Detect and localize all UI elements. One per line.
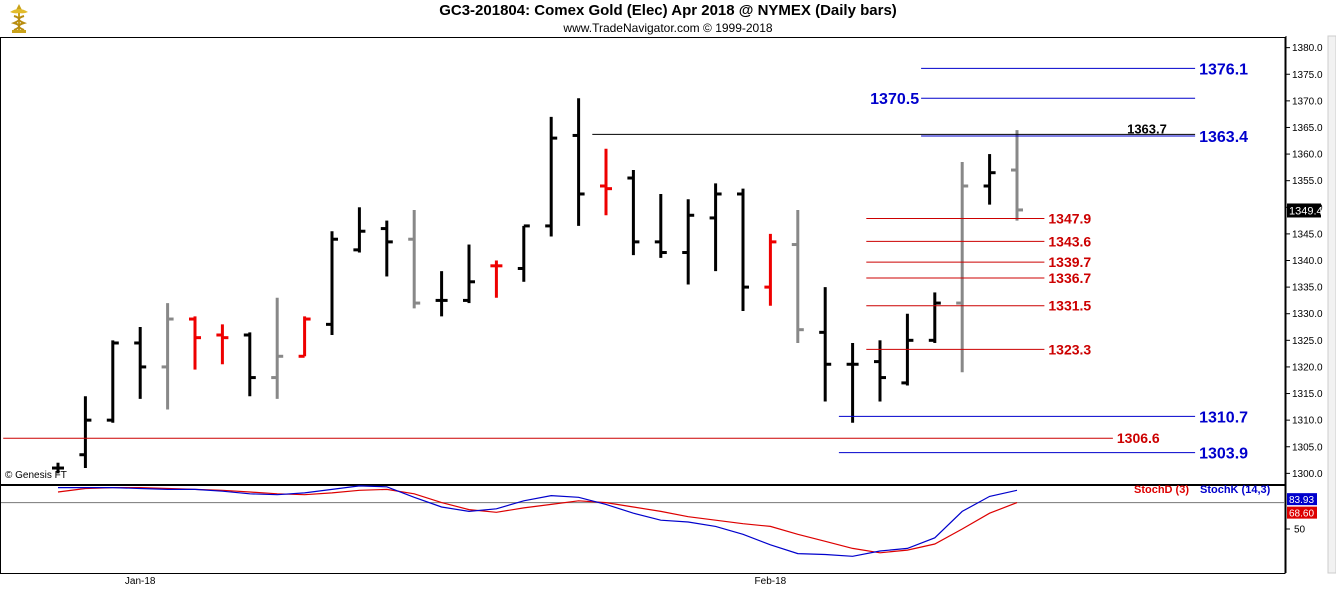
ohlc-bar <box>600 148 612 216</box>
price-axis: 1300.0 1305.0 1310.0 1315.0 1320.0 1325.0 1330… <box>5 43 1323 481</box>
time-axis-label: Jan-18 <box>125 576 156 587</box>
axis-tick-label: 1305.0 <box>1292 442 1323 453</box>
stochd-value-box <box>1287 506 1317 519</box>
axis-tick-label: 1380.0 <box>1292 43 1323 54</box>
ohlc-bar <box>106 340 119 423</box>
ohlc-bar <box>408 209 421 309</box>
ohlc-bar <box>1011 130 1023 221</box>
ohlc-bar <box>243 332 256 397</box>
stochk-value-label: 83.93 <box>1289 495 1314 506</box>
ohlc-bar <box>654 193 667 258</box>
axis-tick-label: 1365.0 <box>1292 123 1323 134</box>
price-panel-frame <box>0 37 1286 485</box>
ohlc-bar <box>79 396 92 469</box>
ohlc-bar <box>956 162 969 373</box>
time-axis: Jan-18 Feb-18 <box>125 576 787 587</box>
stochk-line <box>58 485 1018 557</box>
caduceus-logo-icon <box>10 4 28 33</box>
ohlc-bar <box>545 116 558 237</box>
stochd-value-label: 68.60 <box>1289 509 1314 520</box>
ohlc-bar <box>326 231 338 335</box>
axis-tick-label: 1300.0 <box>1292 469 1323 480</box>
axis-tick-label: 1310.0 <box>1292 416 1323 427</box>
axis-tick-label: 1375.0 <box>1292 70 1323 81</box>
price-level-label: 1303.9 <box>1199 446 1248 463</box>
axis-tick-label: 1330.0 <box>1292 309 1323 320</box>
chart-title: GC3-201804: Comex Gold (Elec) Apr 2018 @… <box>439 2 897 19</box>
ohlc-bar <box>627 170 640 256</box>
ohlc-bar <box>517 224 530 282</box>
axis-tick-label: 1315.0 <box>1292 389 1323 400</box>
price-level-label: 1376.1 <box>1199 61 1248 78</box>
axis-tick-label: 1340.0 <box>1292 256 1323 267</box>
stochastic-panel: StochD (3) StochK (14,3) 50 83.93 68.60 <box>1 484 1317 557</box>
axis-tick-label: 1335.0 <box>1292 283 1323 294</box>
ohlc-bar <box>737 188 749 312</box>
stochd-legend-label: StochD (3) <box>1134 484 1189 496</box>
chart-subtitle: www.TradeNavigator.com © 1999-2018 <box>563 21 773 35</box>
chart-header: GC3-201804: Comex Gold (Elec) Apr 2018 @… <box>0 0 1336 36</box>
scrollbar <box>1327 35 1336 574</box>
ohlc-bar <box>928 292 941 343</box>
price-level-label: 1363.7 <box>1127 121 1167 136</box>
price-level-label: 1323.3 <box>1048 341 1091 357</box>
ohlc-bar <box>846 342 859 423</box>
chart-frames <box>0 35 1336 574</box>
price-level-label: 1347.9 <box>1048 210 1091 226</box>
copyright-label: © Genesis FT <box>5 470 67 481</box>
ohlc-bar <box>189 316 201 370</box>
stochk-value-box <box>1287 493 1317 506</box>
ohlc-bar <box>463 244 475 304</box>
ohlc-bar <box>764 233 777 306</box>
axis-tick-label: 1370.0 <box>1292 96 1323 107</box>
price-level-label: 1331.5 <box>1048 298 1091 314</box>
ohlc-bar <box>791 209 804 343</box>
stoch-axis-tick-label: 50 <box>1294 525 1306 536</box>
price-level-label: 1363.4 <box>1199 129 1248 146</box>
ohlc-bar <box>161 303 174 410</box>
ohlc-bar <box>983 154 996 205</box>
price-level-label: 1306.6 <box>1117 430 1160 446</box>
ohlc-bar <box>298 316 311 358</box>
price-level-label: 1310.7 <box>1199 409 1248 426</box>
axis-background <box>1286 36 1335 573</box>
ohlc-bar <box>874 340 886 402</box>
axis-tick-label: 1320.0 <box>1292 362 1323 373</box>
ohlc-bar <box>490 260 503 298</box>
axis-tick-label: 1325.0 <box>1292 336 1323 347</box>
price-level-label: 1336.7 <box>1048 270 1091 286</box>
ohlc-bar <box>435 271 448 317</box>
price-level-label: 1370.5 <box>870 91 919 108</box>
axis-tick-label: 1355.0 <box>1292 176 1323 187</box>
ohlc-bar <box>271 297 284 399</box>
ohlc-bar <box>134 327 147 399</box>
ohlc-bar <box>819 287 832 402</box>
ohlc-bar <box>572 98 585 226</box>
stochk-legend-label: StochK (14,3) <box>1200 484 1271 496</box>
price-levels: 1376.1 1370.5 1363.7 1363.4 1347.9 1343.6 1339… <box>3 61 1248 463</box>
ohlc-bar <box>380 220 393 277</box>
axis-tick-label: 1345.0 <box>1292 229 1323 240</box>
ohlc-bar <box>709 183 722 272</box>
ohlc-bar <box>353 207 366 253</box>
ohlc-bar <box>216 324 229 365</box>
axis-tick-label: 1360.0 <box>1292 150 1323 161</box>
price-level-label: 1343.6 <box>1048 233 1091 249</box>
ohlc-bar <box>682 199 695 285</box>
ohlc-bar <box>52 462 64 474</box>
last-price-box <box>1287 203 1321 218</box>
last-price-label: 1349.4 <box>1289 205 1323 217</box>
price-level-label: 1339.7 <box>1048 254 1091 270</box>
time-axis-label: Feb-18 <box>755 576 787 587</box>
stoch-panel-frame <box>0 485 1286 574</box>
stochd-line <box>57 487 1018 554</box>
